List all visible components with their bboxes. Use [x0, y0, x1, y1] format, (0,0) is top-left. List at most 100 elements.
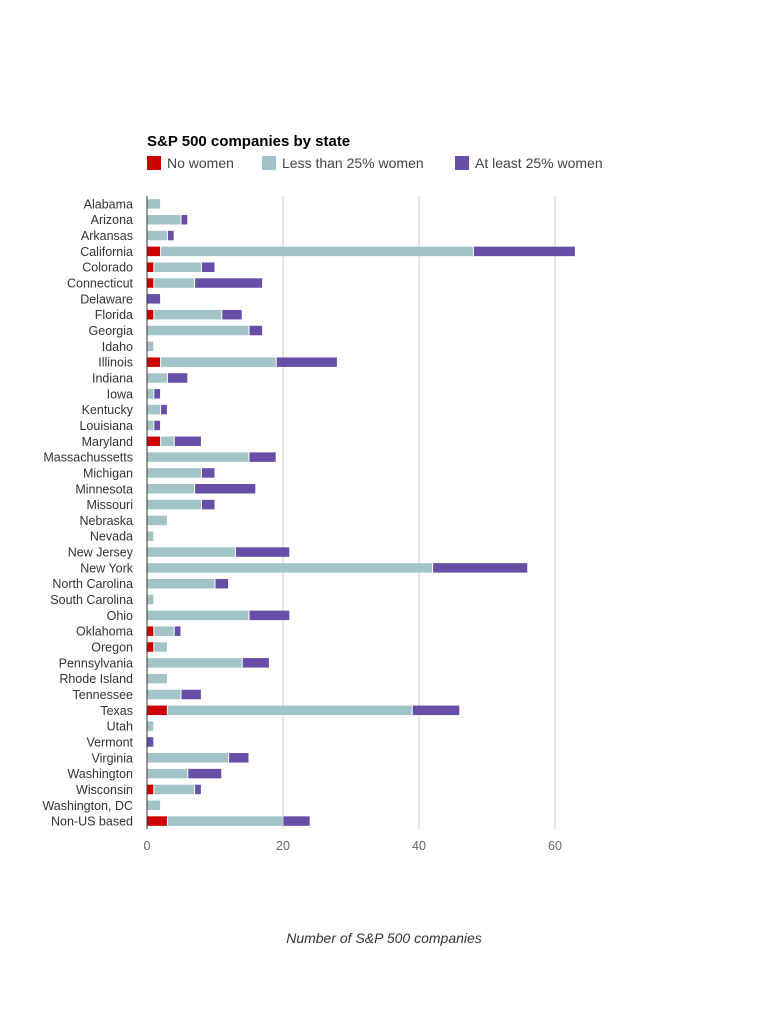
bar-segment	[147, 721, 154, 731]
category-label: Rhode Island	[59, 672, 133, 686]
legend-swatch	[455, 156, 469, 170]
category-label: Ohio	[107, 609, 133, 623]
bar-segment	[174, 626, 181, 636]
bar-segment	[154, 278, 195, 288]
category-label: South Carolina	[50, 593, 133, 607]
bar-segment	[147, 341, 154, 352]
category-label: Vermont	[86, 735, 133, 749]
bar-segment	[181, 214, 188, 225]
gridlines	[282, 196, 556, 829]
bar-segment	[188, 768, 222, 779]
bar-segment	[249, 610, 290, 621]
category-label: Tennessee	[73, 688, 134, 702]
bars	[147, 199, 575, 826]
bar-segment	[201, 499, 215, 510]
x-tick-labels: 0 20 40 60	[144, 839, 562, 853]
bar-segment	[147, 626, 154, 636]
x-tick-label: 20	[276, 839, 290, 853]
bar-segment	[147, 262, 154, 272]
bar-segment	[147, 610, 249, 621]
category-label: Maryland	[82, 435, 133, 449]
bar-segment	[147, 547, 235, 557]
bar-segment	[167, 373, 188, 383]
bar-segment	[147, 389, 154, 399]
category-label: Delaware	[80, 292, 133, 306]
bar-segment	[147, 214, 181, 225]
bar-segment	[161, 357, 276, 367]
bar-segment	[147, 737, 154, 747]
category-label: Washington	[67, 767, 133, 781]
bar-segment	[154, 626, 174, 636]
bar-segment	[147, 309, 154, 320]
x-axis-title: Number of S&P 500 companies	[286, 930, 482, 946]
category-label: Washington, DC	[42, 799, 133, 813]
bar-segment	[147, 642, 154, 652]
category-label: Kentucky	[82, 403, 134, 417]
category-label: Idaho	[102, 340, 133, 354]
bar-segment	[147, 594, 154, 605]
category-label: Missouri	[86, 498, 133, 512]
category-label: Louisiana	[79, 419, 133, 433]
bar-segment	[161, 436, 174, 447]
bar-segment	[154, 784, 195, 795]
category-label: Michigan	[83, 466, 133, 480]
category-label: Virginia	[92, 751, 134, 765]
x-tick-label: 40	[412, 839, 426, 853]
bar-segment	[249, 325, 263, 336]
category-label: Non-US based	[51, 815, 133, 829]
category-label: Wisconsin	[76, 783, 133, 797]
bar-segment	[147, 246, 161, 257]
bar-segment	[154, 642, 167, 652]
legend-label: Less than 25% women	[282, 155, 424, 171]
bar-segment	[147, 705, 167, 716]
bar-segment	[147, 563, 433, 573]
category-label: North Carolina	[52, 577, 133, 591]
category-label: Nebraska	[80, 514, 134, 528]
category-label: Utah	[107, 720, 133, 734]
bar-segment	[412, 705, 460, 716]
category-label: Indiana	[92, 371, 133, 385]
bar-segment	[147, 768, 188, 779]
category-label: Alabama	[84, 197, 133, 211]
bar-segment	[147, 468, 201, 478]
category-label: Arkansas	[81, 229, 133, 243]
bar-segment	[235, 547, 290, 557]
bar-segment	[147, 753, 229, 763]
bar-segment	[195, 784, 201, 795]
bar-segment	[161, 246, 473, 257]
legend-swatch	[147, 156, 161, 170]
bar-segment	[249, 452, 276, 462]
bar-segment	[283, 816, 310, 826]
bar-segment	[154, 389, 161, 399]
bar-segment	[147, 673, 167, 684]
bar-segment	[147, 800, 161, 811]
category-label: Georgia	[89, 324, 134, 338]
bar-segment	[147, 357, 161, 367]
x-tick-label: 60	[548, 839, 562, 853]
legend-label: At least 25% women	[475, 155, 603, 171]
category-label: Illinois	[98, 356, 133, 370]
bar-segment	[147, 578, 215, 589]
bar-segment	[174, 436, 201, 447]
bar-segment	[201, 468, 215, 478]
category-label: Oklahoma	[76, 625, 133, 639]
bar-segment	[147, 373, 167, 383]
category-label: Arizona	[91, 213, 133, 227]
bar-segment	[433, 563, 528, 573]
bar-segment	[147, 436, 161, 447]
bar-segment	[161, 404, 167, 415]
bar-segment	[147, 484, 195, 494]
bar-segment	[215, 578, 229, 589]
category-label: Connecticut	[67, 277, 134, 291]
bar-segment	[181, 689, 201, 700]
bar-segment	[147, 689, 181, 700]
category-label: Minnesota	[75, 482, 133, 496]
category-label: Colorado	[82, 261, 133, 275]
bar-segment	[167, 705, 412, 716]
x-tick-label: 0	[144, 839, 151, 853]
bar-segment	[167, 816, 283, 826]
bar-segment	[147, 515, 167, 526]
bar-segment	[147, 325, 249, 336]
category-label: New York	[80, 561, 134, 575]
